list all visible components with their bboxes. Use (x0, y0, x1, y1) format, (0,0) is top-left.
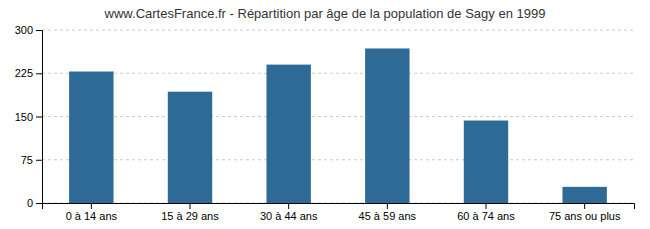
x-tick-label: 60 à 74 ans (457, 210, 515, 222)
grid-line (42, 73, 634, 74)
x-tick: 45 à 59 ans (359, 203, 417, 222)
grid (42, 30, 634, 203)
y-tick-label: 225 (15, 67, 33, 79)
y-tick-mark (36, 30, 42, 31)
y-tick-mark (36, 117, 42, 118)
x-tick: 60 à 74 ans (457, 203, 515, 222)
y-tick-label: 300 (15, 24, 33, 36)
y-axis: 0 75 150 225 300 (15, 24, 43, 209)
y-tick-mark (36, 160, 42, 161)
grid-line (42, 159, 634, 160)
x-tick-label: 75 ans ou plus (549, 210, 621, 222)
y-tick: 225 (15, 67, 42, 79)
y-tick: 150 (15, 111, 42, 123)
x-tick: 15 à 29 ans (161, 203, 219, 222)
x-axis: 0 à 14 ans 15 à 29 ans 30 à 44 ans 45 à 59 … (43, 203, 635, 222)
title: www.CartesFrance.fr - Répartition par âg… (104, 6, 546, 21)
bar (69, 72, 113, 203)
y-tick: 75 (21, 154, 42, 166)
x-tick-label: 0 à 14 ans (66, 210, 118, 222)
x-tick: 30 à 44 ans (260, 203, 318, 222)
y-tick-label: 75 (21, 154, 33, 166)
y-tick-mark (36, 73, 42, 74)
plot: 0 à 14 ans 15 à 29 ans 30 à 44 ans 45 à 59 … (15, 24, 635, 222)
bar (365, 48, 409, 203)
x-tick-mark (486, 203, 487, 209)
y-tick-mark (36, 203, 42, 204)
grid-line (42, 116, 634, 117)
bar (266, 65, 310, 203)
bar (562, 187, 606, 203)
chart: www.CartesFrance.fr - Répartition par âg… (0, 0, 650, 229)
bars (69, 48, 607, 203)
x-tick-mark (387, 203, 388, 209)
x-tick-label: 45 à 59 ans (359, 210, 417, 222)
x-axis-line (43, 204, 635, 210)
bar (464, 121, 508, 203)
y-tick-label: 150 (15, 111, 33, 123)
x-tick-mark (584, 203, 585, 209)
bar (168, 92, 212, 203)
y-tick: 300 (15, 24, 42, 36)
x-tick-mark (288, 203, 289, 209)
x-tick-label: 15 à 29 ans (161, 210, 219, 222)
x-tick: 75 ans ou plus (549, 203, 621, 222)
y-tick: 0 (27, 197, 42, 209)
x-tick-mark (190, 203, 191, 209)
y-axis-line (36, 31, 43, 204)
x-tick-mark (91, 203, 92, 209)
grid-line (42, 30, 634, 31)
x-tick: 0 à 14 ans (66, 203, 118, 222)
y-tick-label: 0 (27, 197, 33, 209)
x-tick-label: 30 à 44 ans (260, 210, 318, 222)
